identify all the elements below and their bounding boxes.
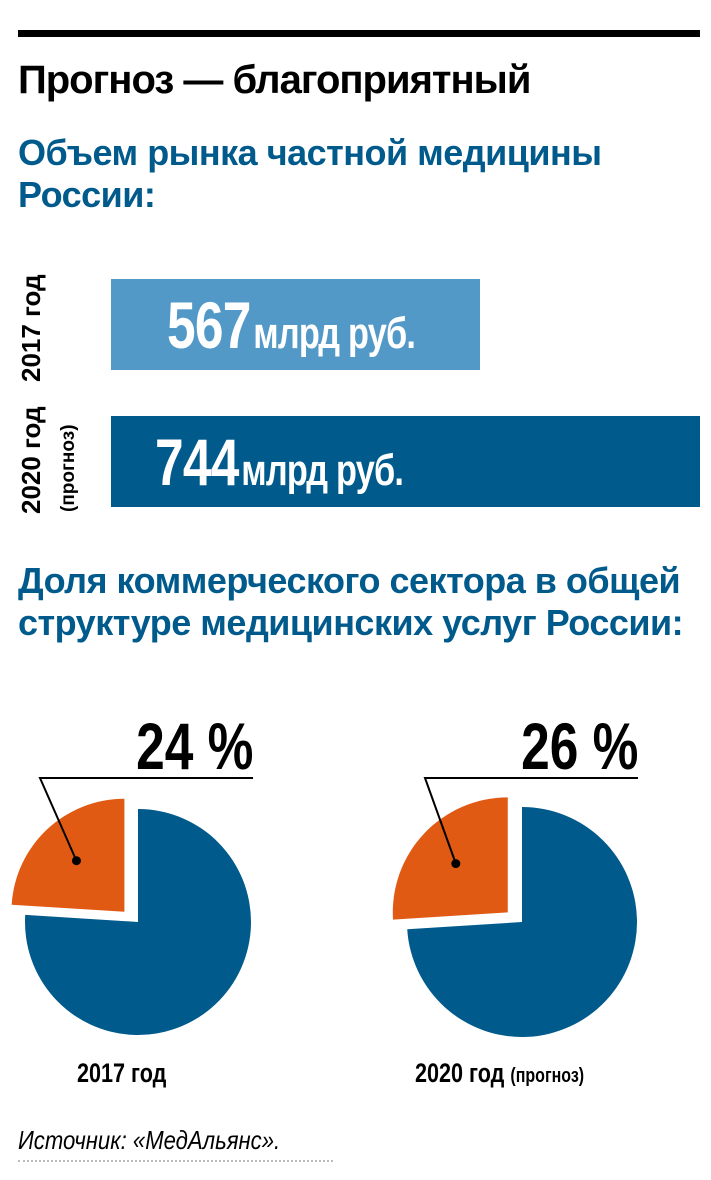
pie-label-2017: 2017 год: [77, 1058, 166, 1089]
pie-leader-line: [38, 777, 253, 862]
pie-leader-dot: [71, 856, 81, 866]
bar-label-2020: 744 млрд руб.: [155, 424, 404, 500]
pie-value-label-2020: 26 %: [520, 709, 638, 783]
pie-slice-commercial: [11, 798, 125, 912]
bar-label-2017: 567 млрд руб.: [167, 287, 416, 363]
bar-chart-title: Объем рынка частной медицины России:: [18, 132, 602, 215]
bar-2017: 567 млрд руб.: [111, 279, 480, 370]
pie-slice-main: [407, 807, 637, 1037]
pie-leader-line: [423, 777, 638, 864]
bar-value: 567: [167, 287, 251, 362]
pie-slice-main: [24, 809, 252, 1035]
page-title: Прогноз — благоприятный: [18, 58, 531, 102]
pie-leader-dot: [451, 859, 461, 869]
top-rule: [18, 30, 700, 37]
pie-chart-title: Доля коммерческого сектора в общей струк…: [18, 560, 684, 643]
pie-note: (прогноз): [510, 1065, 585, 1087]
bar-unit: млрд руб.: [253, 308, 416, 358]
pie-slice-commercial: [392, 797, 508, 920]
pie-year: 2020 год: [415, 1058, 505, 1088]
bar-unit: млрд руб.: [241, 445, 404, 495]
pie-label-2020: 2020 год (прогноз): [415, 1058, 584, 1089]
pie-value-label-2017: 24 %: [135, 709, 253, 783]
pie-year: 2017 год: [77, 1058, 167, 1088]
bar-2020: 744 млрд руб.: [111, 416, 700, 507]
source-note: Источник: «МедАльянс».: [18, 1125, 281, 1155]
source-divider: [18, 1160, 333, 1162]
bar-value: 744: [155, 424, 239, 499]
